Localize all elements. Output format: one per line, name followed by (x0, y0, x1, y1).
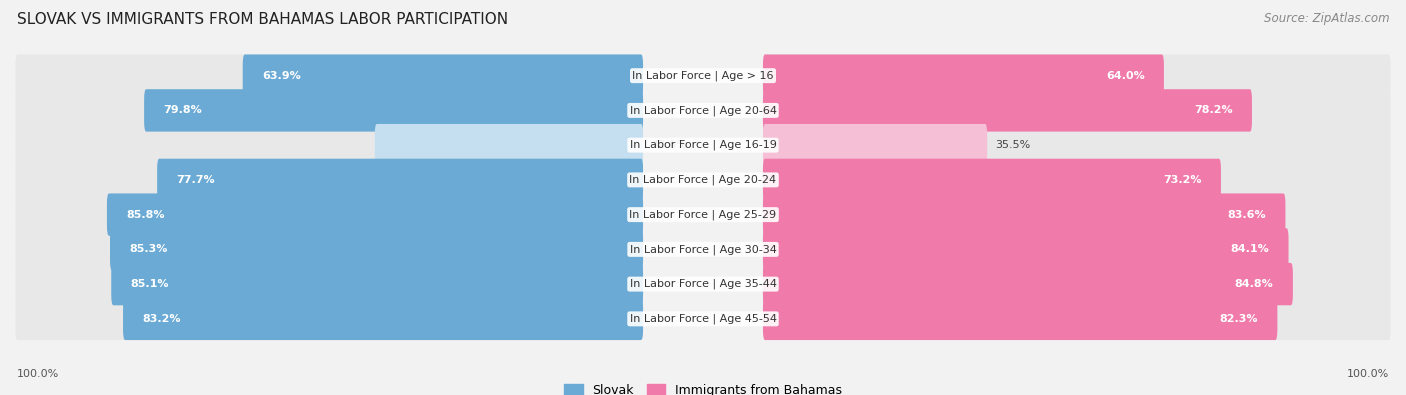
FancyBboxPatch shape (15, 159, 643, 201)
FancyBboxPatch shape (763, 298, 1391, 340)
FancyBboxPatch shape (763, 55, 1164, 97)
FancyBboxPatch shape (15, 124, 643, 166)
FancyBboxPatch shape (763, 55, 1391, 97)
FancyBboxPatch shape (763, 159, 1391, 201)
FancyBboxPatch shape (157, 159, 643, 201)
FancyBboxPatch shape (763, 89, 1251, 132)
FancyBboxPatch shape (15, 228, 643, 271)
Text: 84.1%: 84.1% (1230, 245, 1270, 254)
Text: 35.5%: 35.5% (995, 140, 1031, 150)
Text: 79.8%: 79.8% (163, 105, 202, 115)
Text: SLOVAK VS IMMIGRANTS FROM BAHAMAS LABOR PARTICIPATION: SLOVAK VS IMMIGRANTS FROM BAHAMAS LABOR … (17, 12, 508, 27)
FancyBboxPatch shape (763, 89, 1391, 132)
FancyBboxPatch shape (763, 263, 1391, 305)
Text: 83.2%: 83.2% (142, 314, 181, 324)
Text: 82.3%: 82.3% (1219, 314, 1258, 324)
FancyBboxPatch shape (375, 124, 643, 166)
Legend: Slovak, Immigrants from Bahamas: Slovak, Immigrants from Bahamas (564, 384, 842, 395)
FancyBboxPatch shape (763, 124, 1391, 166)
FancyBboxPatch shape (15, 194, 643, 236)
FancyBboxPatch shape (763, 228, 1391, 271)
FancyBboxPatch shape (110, 228, 643, 271)
Text: 100.0%: 100.0% (1347, 369, 1389, 379)
Text: 85.1%: 85.1% (131, 279, 169, 289)
Text: 83.6%: 83.6% (1227, 210, 1267, 220)
FancyBboxPatch shape (15, 55, 643, 97)
FancyBboxPatch shape (124, 298, 643, 340)
FancyBboxPatch shape (763, 194, 1391, 236)
Text: In Labor Force | Age 35-44: In Labor Force | Age 35-44 (630, 279, 776, 290)
FancyBboxPatch shape (107, 194, 643, 236)
FancyBboxPatch shape (763, 159, 1220, 201)
Text: In Labor Force | Age > 16: In Labor Force | Age > 16 (633, 70, 773, 81)
FancyBboxPatch shape (145, 89, 643, 132)
Text: 64.0%: 64.0% (1107, 71, 1144, 81)
Text: 78.2%: 78.2% (1194, 105, 1233, 115)
Text: 63.9%: 63.9% (262, 71, 301, 81)
FancyBboxPatch shape (763, 194, 1285, 236)
FancyBboxPatch shape (15, 298, 643, 340)
Text: 85.3%: 85.3% (129, 245, 167, 254)
FancyBboxPatch shape (15, 263, 643, 305)
Text: In Labor Force | Age 20-24: In Labor Force | Age 20-24 (630, 175, 776, 185)
Text: 73.2%: 73.2% (1163, 175, 1202, 185)
FancyBboxPatch shape (763, 298, 1278, 340)
Text: Source: ZipAtlas.com: Source: ZipAtlas.com (1264, 12, 1389, 25)
FancyBboxPatch shape (763, 263, 1294, 305)
FancyBboxPatch shape (763, 228, 1288, 271)
Text: In Labor Force | Age 20-64: In Labor Force | Age 20-64 (630, 105, 776, 116)
FancyBboxPatch shape (763, 124, 987, 166)
Text: In Labor Force | Age 16-19: In Labor Force | Age 16-19 (630, 140, 776, 150)
Text: 42.6%: 42.6% (651, 140, 686, 150)
Text: In Labor Force | Age 45-54: In Labor Force | Age 45-54 (630, 314, 776, 324)
Text: 100.0%: 100.0% (17, 369, 59, 379)
Text: In Labor Force | Age 30-34: In Labor Force | Age 30-34 (630, 244, 776, 255)
Text: 84.8%: 84.8% (1234, 279, 1274, 289)
FancyBboxPatch shape (111, 263, 643, 305)
FancyBboxPatch shape (243, 55, 643, 97)
Text: In Labor Force | Age 25-29: In Labor Force | Age 25-29 (630, 209, 776, 220)
Text: 85.8%: 85.8% (127, 210, 165, 220)
Text: 77.7%: 77.7% (176, 175, 215, 185)
FancyBboxPatch shape (15, 89, 643, 132)
